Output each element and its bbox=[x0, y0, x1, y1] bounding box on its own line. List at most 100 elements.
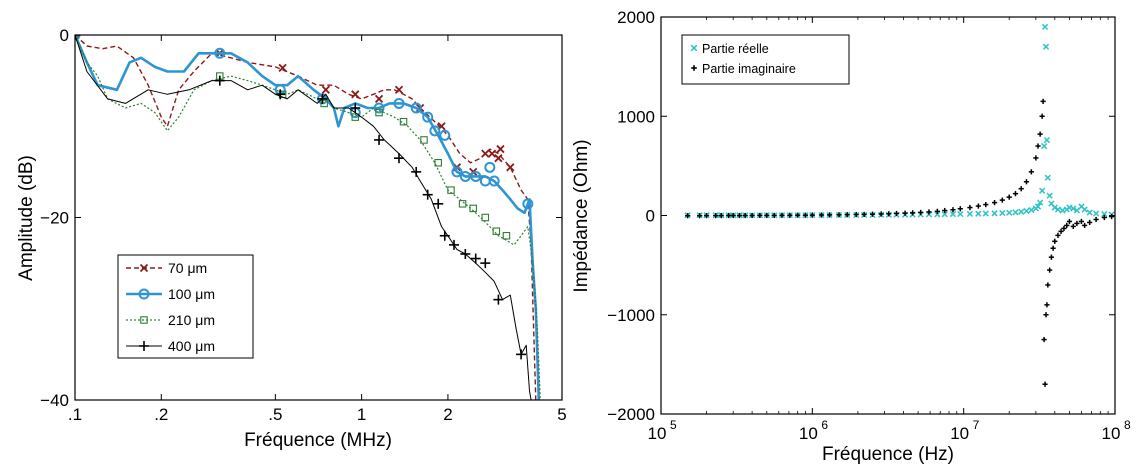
data-point-stroke bbox=[1081, 206, 1088, 213]
data-point bbox=[394, 85, 404, 94]
legend-marker bbox=[140, 316, 148, 324]
data-point bbox=[1033, 155, 1039, 161]
data-point bbox=[1012, 191, 1019, 197]
y-tick-label: −20 bbox=[40, 209, 69, 228]
x-axis-title: Fréquence (Hz) bbox=[822, 444, 954, 465]
legend-item: 210 μm bbox=[126, 312, 215, 328]
data-point bbox=[942, 207, 948, 214]
data-point bbox=[506, 163, 515, 172]
data-point bbox=[949, 210, 957, 218]
legend-label: Partie réelle bbox=[702, 42, 769, 56]
data-point bbox=[1035, 143, 1041, 149]
data-point bbox=[275, 89, 286, 100]
data-point-stroke bbox=[496, 144, 505, 154]
data-point bbox=[494, 154, 503, 163]
data-point-stroke bbox=[1078, 203, 1085, 210]
data-point bbox=[1043, 136, 1051, 144]
data-point-stroke bbox=[506, 163, 515, 172]
data-point bbox=[697, 213, 703, 219]
data-point-stroke bbox=[949, 210, 957, 218]
y-tick-label: 0 bbox=[60, 26, 69, 45]
y-axis-title: Amplitude (dB) bbox=[16, 155, 37, 281]
data-point-stroke bbox=[1012, 209, 1019, 216]
data-point bbox=[844, 212, 850, 218]
x-tick-label: .1 bbox=[68, 405, 82, 424]
data-point bbox=[802, 212, 809, 218]
data-point bbox=[1036, 199, 1044, 206]
amplitude-chart: .1 .2 .5 1 2 5 0 −20 −40 Fréquence (MHz) Amplitu… bbox=[16, 26, 567, 451]
data-point bbox=[757, 212, 763, 219]
legend-label: Partie imaginaire bbox=[702, 62, 796, 76]
impedance-legend: Partie réelle Partie imaginaire bbox=[681, 34, 850, 85]
x-tick-label-base: 10 bbox=[648, 424, 667, 443]
data-point-stroke bbox=[1040, 142, 1048, 150]
data-point-stroke bbox=[1023, 207, 1030, 215]
data-point bbox=[422, 189, 433, 200]
y-tick-label: −40 bbox=[40, 391, 69, 410]
data-point bbox=[492, 227, 501, 235]
data-point bbox=[1059, 207, 1066, 214]
data-point bbox=[957, 210, 964, 218]
data-point-stroke bbox=[1054, 206, 1062, 213]
data-point bbox=[967, 204, 973, 211]
data-point bbox=[1044, 174, 1051, 181]
data-point bbox=[902, 210, 908, 216]
data-point bbox=[399, 117, 408, 126]
x-axis-title: Fréquence (MHz) bbox=[244, 430, 392, 451]
legend-marker-stroke bbox=[690, 44, 698, 52]
data-point-stroke bbox=[999, 209, 1006, 217]
legend-marker-stroke bbox=[139, 263, 149, 273]
x-tick-label: 5 bbox=[557, 405, 566, 424]
data-point bbox=[1101, 214, 1107, 221]
data-point bbox=[1046, 192, 1053, 199]
data-point bbox=[350, 103, 361, 113]
data-point bbox=[1012, 209, 1019, 216]
data-point bbox=[685, 213, 691, 219]
data-point bbox=[764, 212, 770, 219]
data-point-stroke bbox=[1039, 187, 1046, 194]
data-point-stroke bbox=[1041, 23, 1049, 31]
data-point bbox=[480, 258, 491, 269]
data-point bbox=[1078, 218, 1085, 225]
data-point-stroke bbox=[957, 210, 964, 218]
data-point bbox=[439, 230, 450, 241]
data-point bbox=[853, 211, 859, 218]
legend-marker bbox=[139, 263, 149, 273]
data-point-stroke bbox=[934, 211, 941, 218]
data-point-stroke bbox=[991, 210, 998, 217]
data-point bbox=[459, 170, 471, 182]
legend-item: 100 μm bbox=[126, 286, 215, 302]
data-point bbox=[999, 197, 1005, 203]
x-tick-label: 10 6 bbox=[799, 418, 828, 443]
data-point-stroke bbox=[1101, 210, 1108, 218]
data-point bbox=[1082, 222, 1088, 229]
data-point bbox=[1040, 98, 1046, 104]
data-point bbox=[487, 149, 497, 158]
data-point bbox=[787, 212, 793, 218]
data-point bbox=[975, 210, 982, 217]
series-line bbox=[75, 35, 541, 400]
y-tick-label: 0 bbox=[646, 207, 655, 226]
x-tick-label-exponent: 7 bbox=[973, 418, 980, 432]
data-point bbox=[818, 212, 825, 218]
x-tick-label: 1 bbox=[357, 405, 366, 424]
data-point-stroke bbox=[494, 154, 503, 163]
amplitude-axis-ticks: .1 .2 .5 1 2 5 0 −20 −40 bbox=[40, 26, 567, 424]
data-point bbox=[991, 210, 998, 217]
data-point bbox=[982, 210, 989, 217]
data-point bbox=[214, 75, 225, 86]
data-point bbox=[1055, 232, 1061, 238]
data-point bbox=[1066, 218, 1073, 225]
data-point bbox=[795, 212, 801, 218]
data-point bbox=[429, 125, 441, 137]
data-point-stroke bbox=[1059, 207, 1066, 214]
data-point bbox=[481, 213, 490, 222]
data-point-stroke bbox=[982, 210, 989, 217]
x-tick-label-base: 10 bbox=[950, 424, 969, 443]
data-point bbox=[1018, 186, 1024, 192]
x-tick-label-exponent: 5 bbox=[670, 418, 677, 432]
data-point bbox=[422, 111, 434, 123]
data-point-stroke bbox=[351, 90, 360, 99]
x-tick-label-exponent: 8 bbox=[1124, 418, 1131, 432]
